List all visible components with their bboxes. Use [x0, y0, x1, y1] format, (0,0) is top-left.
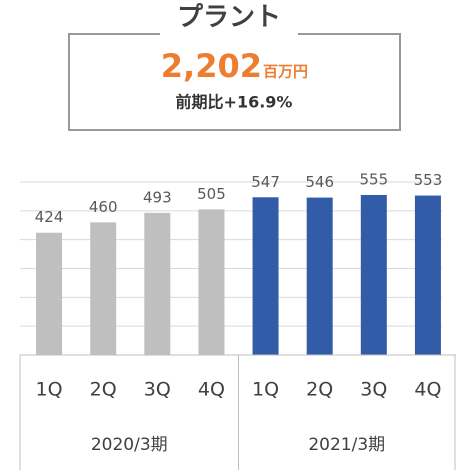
header-change: 前期比+16.9%	[176, 93, 293, 112]
bar	[306, 197, 333, 355]
value-label: 505	[197, 185, 226, 203]
header-value: 2,202	[161, 47, 262, 85]
value-label: 553	[414, 171, 443, 189]
title-gap	[160, 26, 298, 42]
group-label: 2020/3期	[91, 435, 168, 455]
value-label: 547	[251, 173, 280, 191]
bar	[360, 194, 387, 355]
value-label: 424	[35, 208, 64, 226]
value-label: 555	[359, 170, 388, 188]
x-tick-label: 3Q	[360, 379, 387, 401]
bar	[90, 222, 117, 355]
bar	[198, 209, 225, 355]
bar	[414, 195, 441, 355]
bar	[36, 232, 63, 355]
x-tick-label: 1Q	[252, 379, 279, 401]
bar	[144, 212, 171, 355]
x-tick-label: 2Q	[306, 379, 333, 401]
header-title: プラント	[177, 3, 281, 33]
x-tick-label: 3Q	[144, 379, 171, 401]
group-label: 2021/3期	[308, 435, 385, 455]
x-tick-label: 4Q	[414, 379, 441, 401]
value-label: 493	[143, 188, 172, 206]
value-label: 460	[89, 198, 118, 216]
x-tick-label: 1Q	[36, 379, 63, 401]
bar	[252, 197, 279, 355]
x-tick-label: 2Q	[90, 379, 117, 401]
header-unit: 百万円	[263, 63, 308, 81]
x-tick-label: 4Q	[198, 379, 225, 401]
value-label: 546	[305, 173, 334, 191]
